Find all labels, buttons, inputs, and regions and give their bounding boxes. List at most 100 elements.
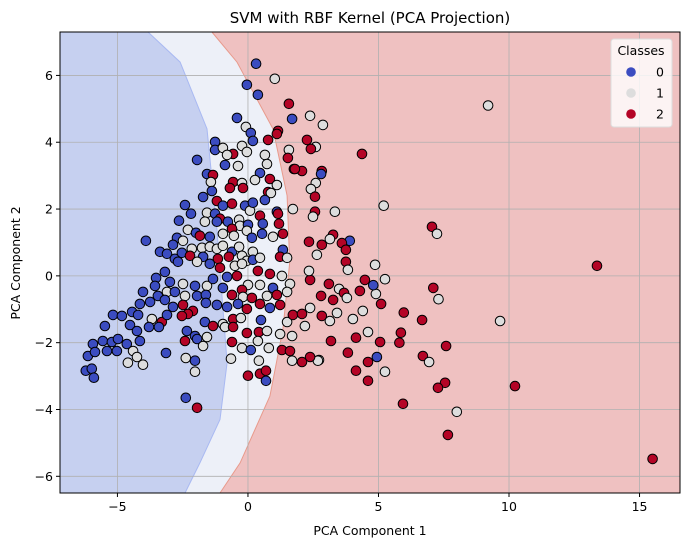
data-point-class-0 [121,338,133,350]
data-point-class-0 [204,258,216,270]
data-point-class-0 [219,159,231,171]
x-tick-label: 15 [632,499,648,514]
data-point-class-2 [354,285,366,297]
data-point-class-0 [250,58,262,70]
data-point-class-0 [191,290,203,302]
region-class-0 [60,32,228,493]
data-point-class-2 [207,320,219,332]
data-point-class-2 [439,377,451,389]
data-point-class-1 [362,326,374,338]
y-tick-label: 6 [45,68,53,83]
data-point-class-0 [161,309,173,321]
data-point-class-0 [204,231,216,243]
data-point-class-0 [180,392,192,404]
data-point-class-0 [143,321,155,333]
data-point-class-0 [167,301,179,313]
data-point-class-0 [197,191,209,203]
data-point-class-1 [324,233,336,245]
data-point-class-1 [423,356,435,368]
data-point-class-1 [304,302,316,314]
data-point-class-0 [221,271,233,283]
data-point-class-1 [241,146,253,158]
data-point-class-0 [217,200,229,211]
data-point-class-2 [362,375,374,387]
plot-frame [59,31,681,494]
data-point-class-2 [260,365,272,377]
data-point-class-1 [287,203,299,215]
data-point-class-1 [303,265,315,277]
data-point-class-1 [263,342,275,354]
data-point-class-1 [201,331,213,343]
data-point-class-1 [433,293,444,305]
data-point-class-2 [214,262,226,274]
data-point-class-2 [264,173,276,185]
data-point-class-1 [281,316,293,328]
data-point-class-1 [228,230,240,242]
legend-label-class-0: 0 [656,65,664,80]
data-point-class-0 [169,286,181,298]
data-point-class-2 [241,327,253,339]
data-point-class-1 [177,235,189,247]
data-point-class-2 [283,98,295,110]
data-point-class-2 [440,340,452,352]
data-point-class-0 [181,325,193,337]
data-point-class-0 [371,351,383,363]
legend-label-class-2: 2 [656,107,664,122]
data-point-class-0 [246,232,258,244]
data-point-class-2 [226,336,238,348]
data-point-class-0 [368,279,379,291]
data-point-class-2 [323,278,335,290]
data-point-class-0 [256,228,268,240]
data-point-class-2 [394,337,405,349]
data-point-class-1 [286,330,298,342]
data-point-class-1 [342,264,354,276]
data-point-class-0 [211,299,223,311]
data-point-class-1 [482,100,494,111]
data-point-class-0 [206,185,218,197]
data-point-class-1 [199,216,211,227]
data-point-class-1 [261,290,273,302]
data-point-class-2 [246,292,258,304]
legend-marker-class-0 [626,67,636,77]
data-point-class-1 [494,315,506,327]
data-point-class-1 [369,259,381,271]
data-point-class-2 [342,347,354,359]
data-point-class-0 [153,321,165,333]
data-point-class-1 [267,231,279,243]
data-point-class-0 [101,345,113,357]
data-point-class-2 [428,282,439,294]
data-point-class-1 [252,335,264,347]
data-point-class-2 [316,239,328,251]
data-point-class-2 [432,382,444,394]
legend-marker-class-2 [626,109,636,119]
data-point-class-1 [236,258,248,270]
data-point-class-0 [167,239,179,251]
data-point-class-2 [223,251,235,263]
x-axis-label: PCA Component 1 [313,523,426,538]
data-point-class-0 [88,372,100,384]
data-point-class-0 [221,301,233,313]
data-point-class-2 [304,274,316,286]
data-point-class-0 [159,266,171,278]
data-point-class-1 [286,355,298,367]
data-point-class-0 [124,319,136,331]
data-point-class-1 [299,320,311,332]
data-point-class-1 [189,366,201,378]
data-point-class-0 [189,280,201,292]
data-point-class-1 [324,315,336,327]
y-tick-label: −6 [35,469,53,484]
chart-title: SVM with RBF Kernel (PCA Projection) [230,9,511,27]
data-point-class-2 [296,356,308,368]
data-point-class-0 [134,298,146,310]
data-point-class-1 [307,211,319,222]
data-point-class-2 [340,244,352,256]
data-point-class-1 [379,366,391,378]
data-point-class-0 [315,168,327,180]
data-point-class-1 [236,342,248,354]
legend-marker-class-1 [626,88,636,98]
data-point-class-0 [207,273,219,285]
data-point-class-0 [99,320,111,332]
data-point-class-0 [159,294,171,306]
data-point-class-0 [161,248,173,260]
data-point-class-2 [184,250,196,262]
